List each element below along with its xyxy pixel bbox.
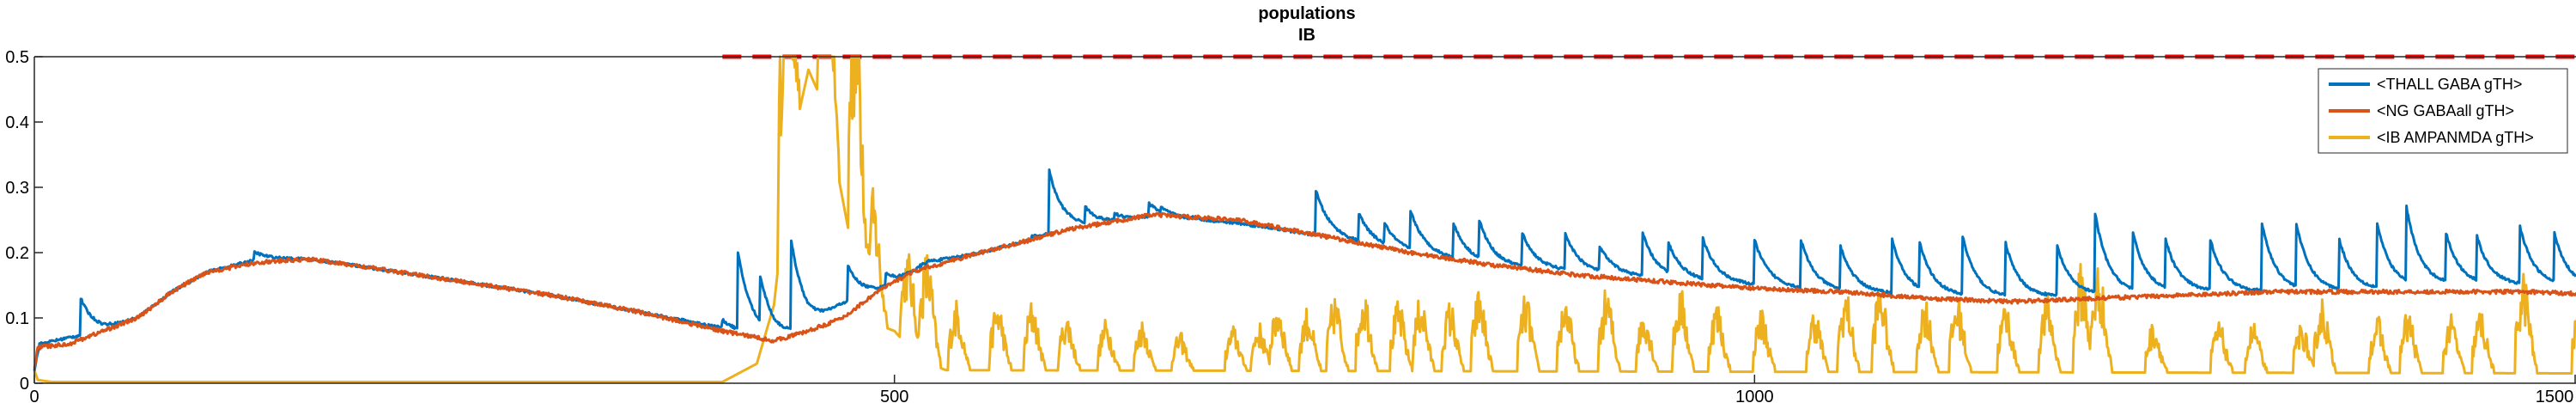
x-tick-label: 1000 [1735,388,1774,403]
y-ticks: 0 0.1 0.2 0.3 0.4 0.5 [5,48,43,394]
y-tick-label: 0 [20,375,29,394]
x-tick-label: 0 [29,388,39,403]
series-line-1 [33,211,2576,369]
plot-area [33,54,2576,383]
y-tick-label: 0.5 [5,48,29,67]
chart-title: populations IB [1258,4,1355,45]
y-tick-label: 0.2 [5,244,29,263]
x-tick-label: 1500 [2536,388,2574,403]
legend-label-ib: <IB AMPANMDA gTH> [2377,129,2534,146]
x-ticks: 0 500 1000 1500 [29,375,2576,403]
axes-layer [33,56,2576,384]
y-tick-label: 0.3 [5,179,29,198]
y-tick-label: 0.4 [5,113,29,132]
title-line-2: IB [1298,26,1315,45]
legend-label-ng: <NG GABAall gTH> [2377,102,2514,119]
series-line-2 [33,55,2576,383]
y-tick-label: 0.1 [5,309,29,328]
x-tick-label: 500 [880,388,908,403]
legend-label-thall: <THALL GABA gTH> [2377,76,2522,93]
series-layer [33,55,2576,383]
legend: <THALL GABA gTH> <NG GABAall gTH> <IB AM… [2318,68,2568,154]
title-line-1: populations [1258,4,1355,23]
